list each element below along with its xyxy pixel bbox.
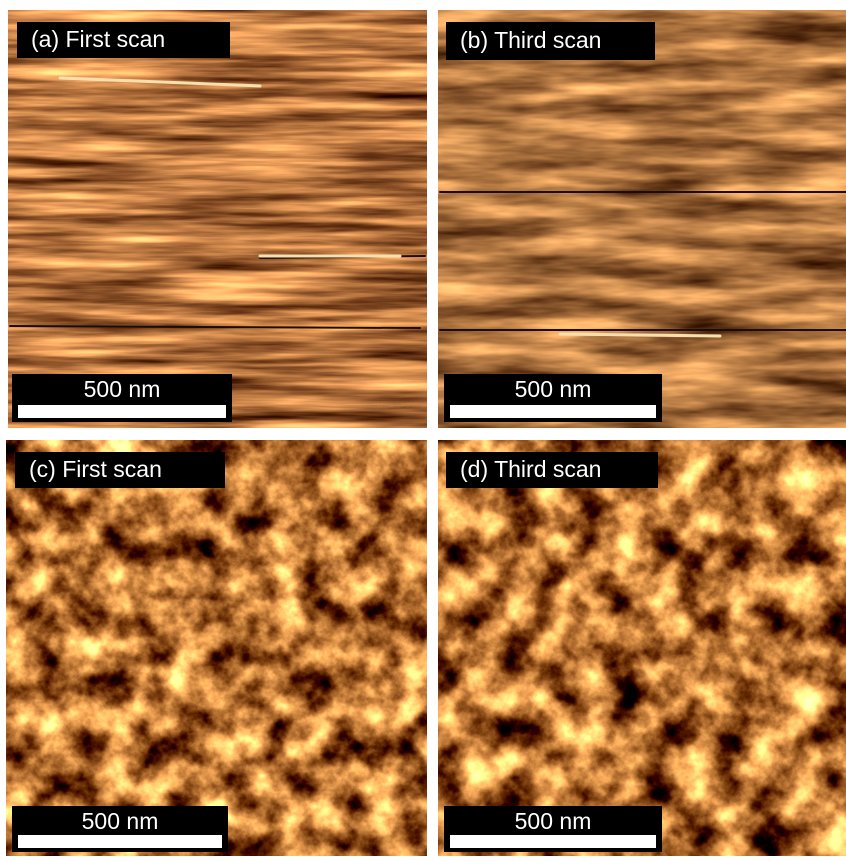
afm-image (8, 10, 427, 428)
scale-bar (18, 835, 222, 848)
scale-bar (450, 405, 656, 418)
panel-label: (c) First scan (29, 456, 162, 482)
panel-label: (b) Third scan (460, 27, 601, 53)
scale-bar (18, 405, 226, 418)
page: (a) First scan 500 nm (b) Third scan 500 nm… (0, 0, 846, 856)
scale-bar-label: 500 nm (515, 808, 592, 834)
panel-label: (d) Third scan (460, 456, 601, 482)
afm-image (438, 10, 846, 428)
scale-bar-label: 500 nm (515, 376, 592, 402)
scale-bar-label: 500 nm (84, 376, 161, 402)
afm-image (438, 440, 846, 856)
afm-image (6, 440, 427, 856)
panel-label: (a) First scan (31, 26, 165, 52)
figure: (a) First scan 500 nm (b) Third scan 500 nm… (0, 0, 846, 856)
scale-bar (450, 835, 656, 848)
scale-bar-label: 500 nm (82, 808, 159, 834)
bright-streak (560, 334, 720, 336)
